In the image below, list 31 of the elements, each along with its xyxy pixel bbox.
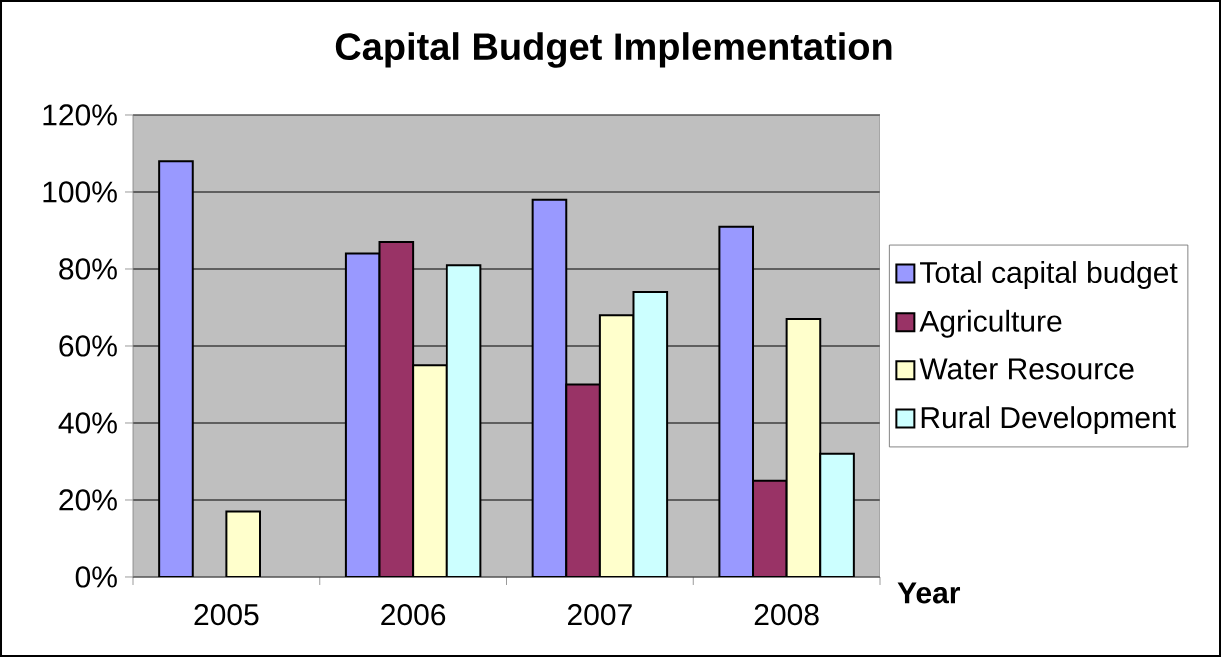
bar — [531, 198, 568, 577]
bar — [598, 314, 635, 577]
y-tick-label: 60% — [59, 335, 117, 357]
bar — [158, 160, 194, 577]
bar — [718, 225, 755, 577]
bar — [819, 452, 855, 577]
bar — [632, 291, 669, 577]
bar — [225, 510, 261, 577]
y-tick-label: 20% — [59, 489, 117, 511]
legend-label: Total capital budget — [920, 261, 1178, 290]
x-axis-title: Year — [897, 582, 961, 604]
y-tick-label: 40% — [58, 412, 117, 434]
x-tick-label: 2006 — [381, 604, 446, 626]
legend-label: Rural Development — [921, 406, 1176, 435]
legend-label: Water Resource — [919, 358, 1134, 380]
y-tick-label: 80% — [59, 258, 117, 280]
legend-label: Agriculture — [919, 309, 1062, 338]
x-tick-label: 2008 — [754, 604, 819, 626]
x-tick-label: 2007 — [568, 604, 632, 626]
bar — [378, 241, 415, 577]
y-tick-label: 120% — [43, 104, 117, 126]
bar — [565, 383, 601, 577]
bar — [752, 479, 788, 577]
bar — [785, 318, 822, 577]
y-tick-label: 100% — [43, 181, 117, 203]
bar — [412, 364, 448, 577]
bar — [445, 264, 482, 577]
chart-title: Capital Budget Implementation — [335, 32, 892, 68]
x-tick-label: 2005 — [194, 604, 259, 626]
y-tick-label: 0% — [75, 566, 117, 588]
bar — [344, 252, 381, 577]
